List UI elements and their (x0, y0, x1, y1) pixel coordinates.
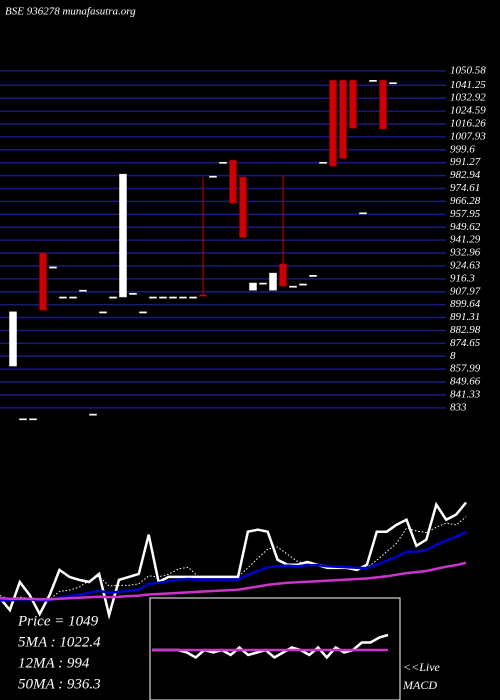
candle-body (209, 175, 217, 178)
candle-body (49, 266, 57, 269)
legend-entry: 50MA : 936.3 (18, 676, 101, 692)
y-tick-label: 949.62 (450, 221, 481, 233)
candle-body (329, 80, 337, 167)
y-tick-label: 891.31 (450, 311, 480, 323)
y-tick-label: 991.27 (450, 156, 481, 168)
candle-body (359, 212, 367, 215)
y-tick-label: 974.61 (450, 182, 480, 194)
y-tick-label: 1016.26 (450, 118, 486, 130)
series-line (0, 561, 467, 601)
candle-body (89, 413, 97, 416)
chart-title: BSE 936278 munafasutra.org (5, 6, 136, 18)
y-tick-label: 932.96 (450, 247, 481, 259)
candle-body (119, 173, 127, 298)
candle-body (129, 292, 137, 295)
y-tick-label: 966.28 (450, 195, 481, 207)
y-tick-label: 1050.58 (450, 64, 486, 76)
candle-body (239, 176, 247, 238)
y-tick-label: 1024.59 (450, 105, 486, 117)
y-tick-label: 882.98 (450, 324, 481, 336)
y-tick-label: 849.66 (450, 376, 481, 388)
candle-body (59, 296, 67, 299)
y-tick-label: 982.94 (450, 169, 481, 181)
candle-body (369, 80, 377, 82)
y-tick-label: 874.65 (450, 337, 481, 349)
candle-body (29, 418, 37, 421)
y-tick-label: 1041.25 (450, 79, 486, 91)
y-tick-label: 841.33 (450, 388, 481, 400)
candle-body (269, 272, 277, 291)
candle-body (39, 252, 47, 311)
candle-body (249, 282, 257, 291)
y-tick-label: 857.99 (450, 363, 481, 375)
series-line (0, 530, 467, 602)
y-tick-label: 941.29 (450, 234, 481, 246)
candle-body (189, 296, 197, 299)
candle-body (139, 311, 147, 314)
candle-body (149, 296, 157, 299)
candle-body (19, 418, 27, 421)
candle-body (299, 283, 307, 286)
candle-body (9, 311, 17, 367)
candle-body (339, 80, 347, 159)
y-tick-label: 999.6 (450, 143, 475, 155)
candle-body (79, 289, 87, 292)
candle-body (389, 82, 397, 85)
legend-entry: Price = 1049 (17, 613, 99, 629)
candle-body (109, 296, 117, 299)
y-tick-label: 907.97 (450, 285, 481, 297)
legend-entry: 5MA : 1022.4 (18, 634, 101, 650)
candle-body (349, 80, 357, 129)
y-tick-label: 924.63 (450, 259, 481, 271)
candle-body (179, 296, 187, 299)
candle-body (379, 80, 387, 130)
candle-body (219, 161, 227, 164)
y-tick-label: 1007.93 (450, 130, 486, 142)
y-tick-label: 8 (450, 350, 456, 362)
legend-entry: 12MA : 994 (18, 655, 90, 671)
macd-frame (149, 597, 401, 700)
candle-body (69, 296, 77, 299)
candle-body (319, 161, 327, 164)
candle-body (229, 159, 237, 204)
candle-body (289, 285, 297, 288)
series-line (0, 516, 467, 601)
candle-body (309, 275, 317, 277)
y-tick-label: 833 (450, 401, 467, 413)
panel-title: <<Live (403, 660, 441, 674)
y-tick-label: 1032.92 (450, 92, 486, 104)
y-tick-label: 957.95 (450, 208, 481, 220)
candle-body (159, 296, 167, 299)
y-tick-label: 916.3 (450, 272, 475, 284)
y-tick-label: 899.64 (450, 298, 481, 310)
panel-title: MACD (402, 678, 437, 692)
candle-body (199, 294, 207, 297)
candle-body (259, 282, 267, 285)
candle-body (99, 311, 107, 314)
candle-body (169, 296, 177, 299)
candle-body (279, 263, 287, 287)
